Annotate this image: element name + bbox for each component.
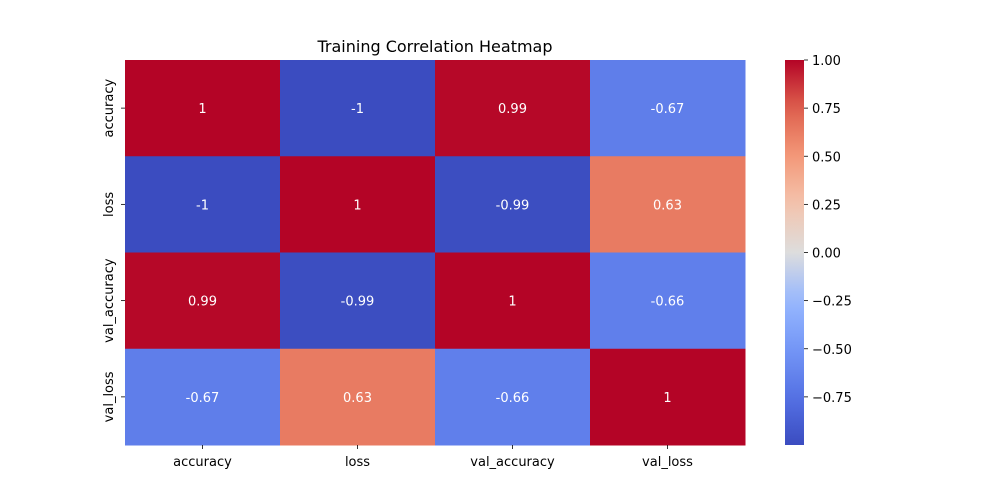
colorbar: 1.00 0.75 0.50 0.25 0.00 −0.25 −0.50 −0.75 [785, 54, 852, 445]
heatmap-cell [590, 60, 746, 157]
heatmap-cells [125, 60, 746, 446]
cell-annotation: 1 [508, 295, 516, 310]
heatmap-cell [435, 252, 591, 350]
heatmap-cell [590, 156, 746, 253]
heatmap-cell [280, 60, 436, 157]
cell-annotation: -0.99 [341, 295, 375, 310]
colorbar-tick-label: 0.75 [812, 102, 841, 117]
colorbar-tick-label: −0.50 [812, 343, 852, 358]
y-tick-label: loss [102, 192, 117, 217]
chart-title: Training Correlation Heatmap [316, 37, 552, 56]
y-tick-label: val_accuracy [102, 258, 117, 343]
cell-annotation: -0.99 [496, 198, 530, 213]
heatmap-cell [590, 252, 746, 350]
cell-annotation: -0.66 [496, 391, 530, 406]
y-tick-label: accuracy [102, 78, 117, 137]
colorbar-tick-label: 1.00 [812, 54, 841, 69]
heatmap-cell [590, 348, 746, 446]
colorbar-tick-label: 0.00 [812, 247, 841, 262]
cell-annotation: 1 [353, 198, 361, 213]
heatmap-cell [125, 156, 281, 253]
x-axis: accuracy loss val_accuracy val_loss [173, 445, 693, 470]
cell-annotation: -0.67 [186, 391, 220, 406]
cell-annotation: -1 [196, 198, 209, 213]
colorbar-tick-label: −0.25 [812, 295, 852, 310]
x-tick-label: val_accuracy [470, 455, 555, 470]
cell-annotation: 0.99 [498, 102, 527, 117]
x-tick-label: loss [345, 455, 370, 470]
colorbar-tick-label: −0.75 [812, 391, 852, 406]
cell-annotation: -0.67 [651, 102, 685, 117]
colorbar-tick-label: 0.50 [812, 150, 841, 165]
heatmap-cell [435, 60, 591, 157]
cell-annotation: -0.66 [651, 295, 685, 310]
cell-annotation: 0.63 [653, 198, 682, 213]
cell-annotation: 1 [663, 391, 671, 406]
colorbar-tick-label: 0.25 [812, 198, 841, 213]
heatmap-cell [435, 156, 591, 253]
heatmap-cell [280, 156, 436, 253]
cell-annotation: -1 [351, 102, 364, 117]
heatmap-cell [125, 252, 281, 350]
heatmap-cell [280, 348, 436, 446]
y-axis: accuracy loss val_accuracy val_loss [102, 78, 125, 422]
y-tick-label: val_loss [102, 371, 117, 422]
heatmap-cell [435, 348, 591, 446]
cell-annotation: 0.63 [343, 391, 372, 406]
heatmap-cell [280, 252, 436, 350]
heatmap-cell [125, 348, 281, 446]
x-tick-label: val_loss [642, 455, 693, 470]
x-tick-label: accuracy [173, 455, 232, 470]
cell-annotations: 1 -1 0.99 -0.67 -1 1 -0.99 0.63 0.99 -0.99 1 -0.66 -… [186, 102, 685, 406]
colorbar-gradient [785, 60, 804, 445]
heatmap-cell [125, 60, 281, 157]
cell-annotation: 0.99 [188, 295, 217, 310]
cell-annotation: 1 [198, 102, 206, 117]
